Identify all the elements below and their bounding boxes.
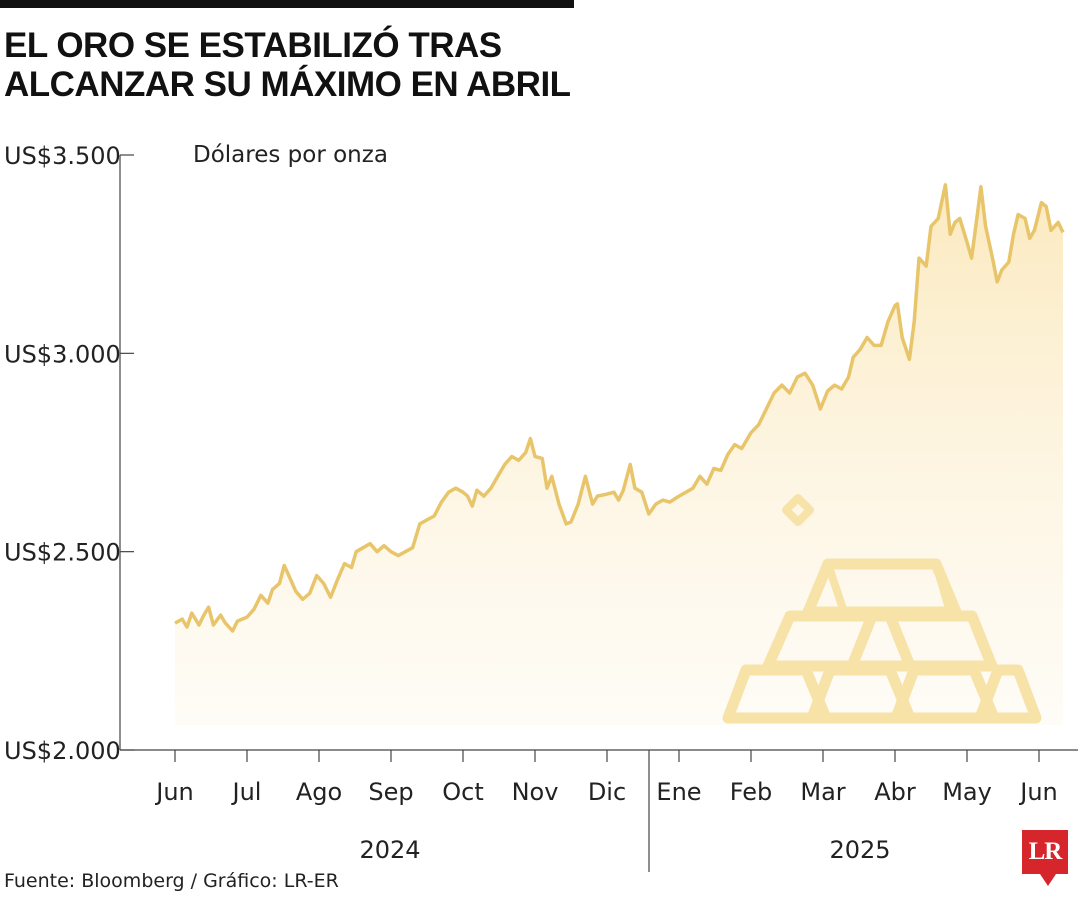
source-note: Fuente: Bloomberg / Gráfico: LR-ER [4, 870, 339, 892]
x-tick-label: Sep [368, 778, 413, 806]
y-tick-label: US$2.000 [4, 737, 121, 765]
gold-bars-icon [722, 494, 1042, 724]
x-tick-label: Jun [1018, 778, 1058, 806]
header-bar [0, 0, 574, 8]
x-tick-label: Oct [442, 778, 484, 806]
unit-label: Dólares por onza [193, 142, 388, 168]
year-label-2024: 2024 [359, 836, 420, 864]
price-line [174, 183, 1065, 633]
x-tick-label: Jun [154, 778, 194, 806]
chart-title: EL ORO SE ESTABILIZÓ TRAS ALCANZAR SU MÁ… [4, 26, 571, 104]
y-tick-label: US$3.500 [4, 142, 121, 170]
y-tick-label: US$2.500 [4, 539, 121, 567]
x-tick-label: Nov [512, 778, 559, 806]
year-label-2025: 2025 [829, 836, 890, 864]
lr-logo-tail [1040, 874, 1056, 886]
x-tick-label: Abr [874, 778, 916, 806]
y-tick-label: US$3.000 [4, 340, 121, 368]
price-area [175, 184, 1063, 726]
x-tick-label: May [942, 778, 992, 806]
x-tick-label: Ago [296, 778, 342, 806]
x-tick-label: Jul [231, 778, 262, 806]
x-tick-label: Feb [730, 778, 773, 806]
x-tick-label: Ene [656, 778, 701, 806]
x-tick-label: Dic [588, 778, 626, 806]
lr-logo: LR [1022, 830, 1068, 874]
x-tick-label: Mar [800, 778, 845, 806]
